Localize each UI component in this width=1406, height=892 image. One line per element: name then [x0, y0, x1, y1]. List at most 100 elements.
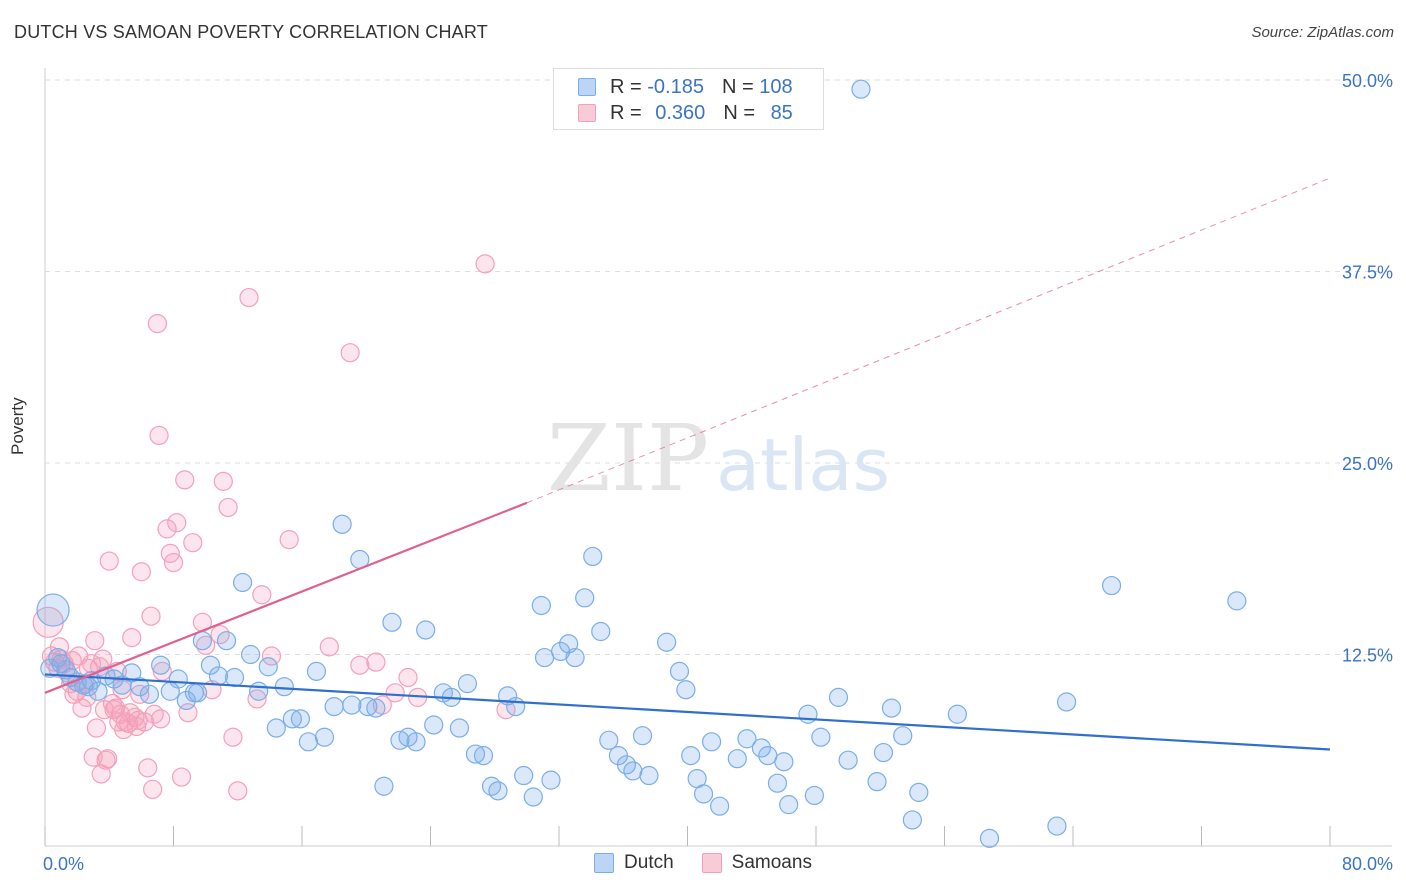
dutch-point	[457, 674, 478, 694]
samoan-point	[122, 628, 142, 648]
dutch-point	[192, 631, 213, 651]
samoan-point	[85, 631, 105, 651]
dutch-point	[366, 698, 386, 718]
y-tick-label: 25.0%	[1342, 454, 1393, 474]
dutch-point	[873, 742, 894, 763]
tick-labels: 12.5% 25.0% 37.5% 50.0% 0.0% 80.0%	[43, 71, 1393, 874]
axes	[44, 68, 1392, 847]
samoan-point	[385, 683, 405, 703]
dutch-point	[701, 732, 722, 752]
samoan-point	[163, 552, 184, 573]
samoan-trend-line	[44, 501, 528, 694]
dutch-point	[710, 796, 730, 816]
samoan-point	[175, 470, 195, 490]
samoan-point	[151, 709, 171, 729]
samoan-point	[252, 585, 272, 605]
y-tick-label: 12.5%	[1342, 646, 1393, 666]
dutch-point	[623, 761, 643, 781]
dutch-r-value: -0.185	[647, 75, 704, 98]
dutch-point	[867, 772, 887, 792]
samoan-point	[366, 652, 386, 672]
samoan-point	[141, 606, 161, 626]
dutch-point	[274, 677, 294, 697]
dutch-trend-line	[44, 673, 1331, 751]
dutch-point	[232, 572, 253, 593]
dutch-point	[473, 746, 494, 766]
dutch-point	[693, 784, 714, 804]
dutch-point	[583, 546, 603, 567]
dutch-point	[979, 828, 1000, 848]
dutch-n-value: 108	[759, 75, 793, 98]
samoan-point	[157, 519, 177, 539]
dutch-n-label: N =	[721, 75, 754, 98]
samoan-r-value: 0.360	[655, 101, 706, 124]
dutch-point	[599, 730, 619, 750]
samoan-point	[213, 471, 233, 491]
samoan-point	[72, 698, 92, 718]
y-axis-label: Poverty	[8, 397, 27, 455]
dutch-r-label: R =	[610, 75, 642, 98]
samoan-point	[228, 781, 248, 801]
y-tick-label: 37.5%	[1342, 263, 1393, 283]
dutch-point	[909, 782, 929, 802]
legend-row-dutch: R = -0.185 N = 108	[578, 75, 793, 99]
samoan-point	[223, 727, 243, 747]
dutch-point	[216, 631, 237, 651]
samoan-point	[99, 551, 119, 571]
dutch-point	[130, 677, 150, 697]
dutch-point	[758, 746, 778, 766]
dutch-point	[727, 749, 747, 769]
samoan-point	[279, 529, 299, 550]
dutch-point	[669, 661, 690, 681]
dutch-point	[424, 715, 444, 735]
correlation-legend: R = -0.185 N = 108 R = 0.360 N = 85	[553, 68, 824, 130]
dutch-point	[342, 695, 362, 715]
dutch-point	[324, 696, 344, 717]
dutch-point	[258, 657, 278, 677]
watermark-atlas: atlas	[716, 423, 890, 507]
chart-title: DUTCH VS SAMOAN POVERTY CORRELATION CHAR…	[14, 22, 488, 42]
dutch-point	[449, 718, 470, 738]
dutch-point	[575, 588, 595, 608]
dutch-point	[506, 696, 526, 717]
samoan-point	[171, 767, 192, 787]
dutch-point	[1056, 692, 1077, 712]
dutch-point	[88, 681, 108, 701]
dutch-point	[187, 683, 208, 703]
samoan-point	[340, 343, 360, 363]
samoan-n-value: 85	[770, 101, 793, 124]
dutch-point	[306, 661, 327, 681]
dutch-point	[902, 810, 922, 830]
samoan-point	[98, 749, 118, 769]
dutch-point	[804, 785, 824, 806]
x-tick-label: 0.0%	[43, 854, 84, 874]
samoan-swatch	[578, 104, 596, 122]
dutch-point	[374, 776, 394, 796]
samoan-point	[149, 425, 169, 446]
samoan-point	[143, 779, 163, 799]
samoans-legend-label: Samoans	[731, 852, 812, 873]
samoan-point	[93, 649, 113, 669]
samoan-point	[106, 698, 126, 718]
samoan-point	[350, 655, 370, 675]
trend-lines	[44, 177, 1331, 751]
dutch-point	[676, 680, 696, 700]
samoan-point	[126, 716, 147, 737]
dutch-point	[523, 787, 543, 807]
dutch-point	[947, 704, 967, 724]
samoan-point	[218, 497, 238, 518]
dutch-point	[1227, 591, 1247, 611]
dutch-swatch	[578, 78, 596, 96]
legend-row-samoan: R = 0.360 N = 85	[578, 101, 793, 125]
dutch-point	[332, 514, 352, 534]
dutch-point	[639, 765, 659, 786]
dutch-point	[632, 726, 653, 746]
samoan-r-label: R =	[610, 101, 642, 124]
dutch-point	[208, 666, 229, 686]
dutch-point	[176, 690, 196, 711]
gridlines	[45, 79, 1392, 655]
samoan-point	[130, 684, 150, 704]
dutch-legend-label: Dutch	[624, 852, 674, 873]
dutch-point	[290, 709, 310, 729]
